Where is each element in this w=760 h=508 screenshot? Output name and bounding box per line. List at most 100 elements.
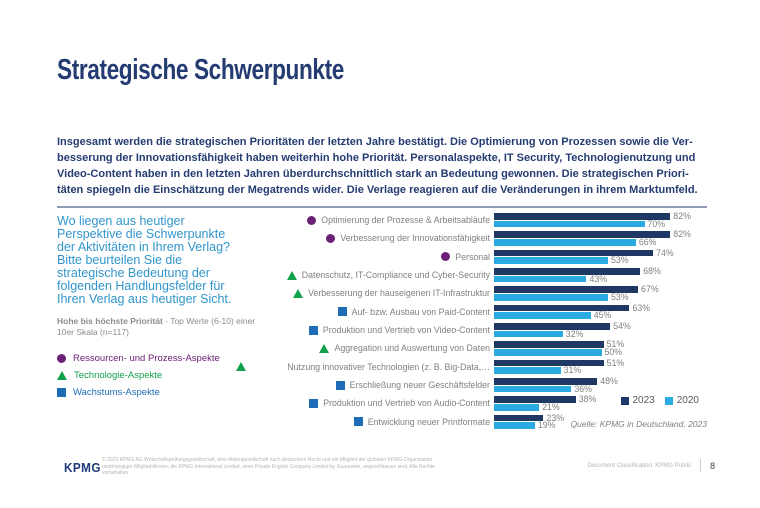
source-note: Quelle: KPMG in Deutschland, 2023	[570, 419, 707, 429]
value-label: 31%	[563, 365, 582, 376]
category-label-zone: Auf- bzw. Ausbau von Paid-Content	[282, 303, 490, 321]
category-label: Auf- bzw. Ausbau von Paid-Content	[351, 306, 490, 317]
bar-2020	[494, 257, 608, 265]
square-marker-icon	[57, 388, 66, 397]
legend-item: Wachstums-Aspekte	[57, 384, 282, 401]
category-label-zone: Aggregation und Auswertung von Daten	[282, 339, 490, 357]
category-label: Erschließung neuer Geschäftsfelder	[349, 380, 490, 391]
disclaimer-line: unabhängiger Mitgliedsfirmen, die KPMG I…	[102, 463, 435, 477]
value-label: 66%	[638, 236, 657, 247]
category-label: Verbesserung der hauseigenen IT-Infrastr…	[308, 288, 490, 299]
question-line: Perspektive die Schwerpunkte	[57, 227, 226, 241]
series-2023-swatch-icon	[620, 396, 629, 405]
value-label: 63%	[632, 302, 651, 313]
value-label: 51%	[606, 339, 625, 350]
disclaimer-line: © 2023 KPMG AG Wirtschaftsprüfungsgesell…	[102, 457, 433, 463]
value-label: 82%	[673, 210, 691, 221]
category-label-zone: Produktion und Vertrieb von Audio-Conten…	[282, 394, 490, 412]
category-label-zone: Verbesserung der hauseigenen IT-Infrastr…	[282, 284, 490, 302]
intro-line: besserung der Innovationsfähigkeit haben…	[57, 152, 696, 164]
value-label: 54%	[613, 320, 631, 331]
category-label-zone: Erschließung neuer Geschäftsfelder	[282, 376, 490, 394]
category-label-zone: Nutzung innovativer Technologien (z. B. …	[236, 358, 490, 376]
bar-group: 23% 19%	[494, 412, 565, 431]
value-label: 45%	[593, 310, 612, 321]
series-2023-label: 2023	[632, 395, 655, 406]
bar-2020	[494, 220, 645, 228]
kpmg-logo: KPMG	[64, 460, 101, 475]
category-label: Personal	[455, 251, 490, 262]
chart-row: Personal 74% 53%	[282, 248, 707, 266]
legend-item-label: Technologie-Aspekte	[74, 370, 163, 381]
bar-group: 82% 66%	[494, 230, 691, 247]
bar-2023	[494, 286, 639, 294]
category-label: Optimierung der Prozesse & Arbeitsabläuf…	[321, 215, 490, 226]
question-line: Wo liegen aus heutiger	[57, 214, 185, 228]
value-label: 23%	[546, 412, 565, 423]
category-label: Produktion und Vertrieb von Video-Conten…	[322, 325, 490, 336]
category-label-zone: Produktion und Vertrieb von Video-Conten…	[282, 321, 490, 339]
square-marker-icon	[353, 417, 363, 427]
chart-row: Verbesserung der hauseigenen IT-Infrastr…	[282, 284, 707, 302]
category-label: Verbesserung der Innovationsfähigkeit	[340, 233, 490, 244]
bar-2020	[494, 293, 608, 301]
classification-block: Document Classification: KPMG Public 8	[588, 459, 715, 472]
question-line: strategische Bedeutung der	[57, 266, 210, 280]
chart-row: Verbesserung der Innovationsfähigkeit 82%…	[282, 229, 707, 247]
circle-marker-icon	[326, 233, 336, 243]
bar-group: 67% 53%	[494, 285, 659, 301]
footer-divider	[699, 459, 701, 472]
legend-item-label: Wachstums-Aspekte	[73, 387, 160, 398]
square-marker-icon	[335, 380, 345, 390]
bar-2023	[494, 322, 611, 330]
bar-2023	[494, 267, 641, 275]
bar-group: 51% 31%	[494, 357, 625, 376]
value-label: 19%	[537, 420, 556, 431]
square-marker-icon	[337, 307, 347, 317]
bar-group: 63% 45%	[494, 302, 651, 321]
category-label: Entwicklung neuer Printformate	[367, 416, 490, 427]
bar-group: 68% 43%	[494, 265, 661, 283]
intro-line: täten spiegeln die Einschätzung der Mega…	[57, 184, 698, 196]
triangle-marker-icon	[293, 288, 304, 298]
bar-group: 38% 21%	[494, 395, 596, 411]
chart-row: Produktion und Vertrieb von Video-Conten…	[282, 321, 707, 339]
value-label: 36%	[574, 383, 592, 394]
series-legend: 2023 2020	[620, 395, 699, 406]
category-label: Aggregation und Auswertung von Daten	[334, 343, 490, 354]
legend-item-label: Ressourcen- und Prozess-Aspekte	[73, 353, 220, 364]
intro-paragraph: Insgesamt werden die strategischen Prior…	[57, 134, 709, 198]
category-label-zone: Personal	[282, 248, 490, 266]
bar-2020	[494, 385, 572, 393]
legend-item: Technologie-Aspekte	[57, 367, 282, 384]
category-label: Datenschutz, IT-Compliance und Cyber-Sec…	[301, 270, 490, 281]
bar-2020	[494, 422, 535, 429]
value-label: 51%	[606, 357, 625, 368]
triangle-marker-icon	[319, 343, 330, 353]
legend-entry-2020: 2020	[664, 395, 699, 406]
chart-row: Auf- bzw. Ausbau von Paid-Content 63% 45%	[282, 303, 707, 321]
bar-chart: Optimierung der Prozesse & Arbeitsabläuf…	[236, 211, 707, 431]
category-label: Produktion und Vertrieb von Audio-Conten…	[323, 398, 490, 409]
chart-row: Optimierung der Prozesse & Arbeitsabläuf…	[282, 211, 707, 229]
value-label: 48%	[600, 375, 618, 386]
square-marker-icon	[308, 325, 318, 335]
value-label: 74%	[656, 247, 674, 258]
note-bold: Hohe bis höchste Priorität	[57, 316, 163, 326]
category-label-zone: Optimierung der Prozesse & Arbeitsabläuf…	[282, 211, 490, 229]
bar-2023	[494, 304, 630, 312]
bar-2020	[494, 348, 602, 356]
bar-2020	[494, 238, 636, 246]
value-label: 68%	[643, 265, 661, 276]
question-line: Ihren Verlag aus heutiger Sicht.	[57, 292, 232, 306]
page-title: Strategische Schwerpunkte	[57, 54, 344, 86]
triangle-marker-icon	[236, 362, 247, 372]
bar-group: 51% 50%	[494, 339, 625, 356]
bar-2020	[494, 330, 563, 338]
bar-2023	[494, 414, 544, 422]
chart-row: Nutzung innovativer Technologien (z. B. …	[236, 357, 707, 376]
chart-row: Datenschutz, IT-Compliance und Cyber-Sec…	[282, 266, 707, 284]
circle-marker-icon	[57, 354, 66, 363]
page-number: 8	[709, 460, 715, 471]
chart-row: Aggregation und Auswertung von Daten 51% 5…	[282, 339, 707, 357]
